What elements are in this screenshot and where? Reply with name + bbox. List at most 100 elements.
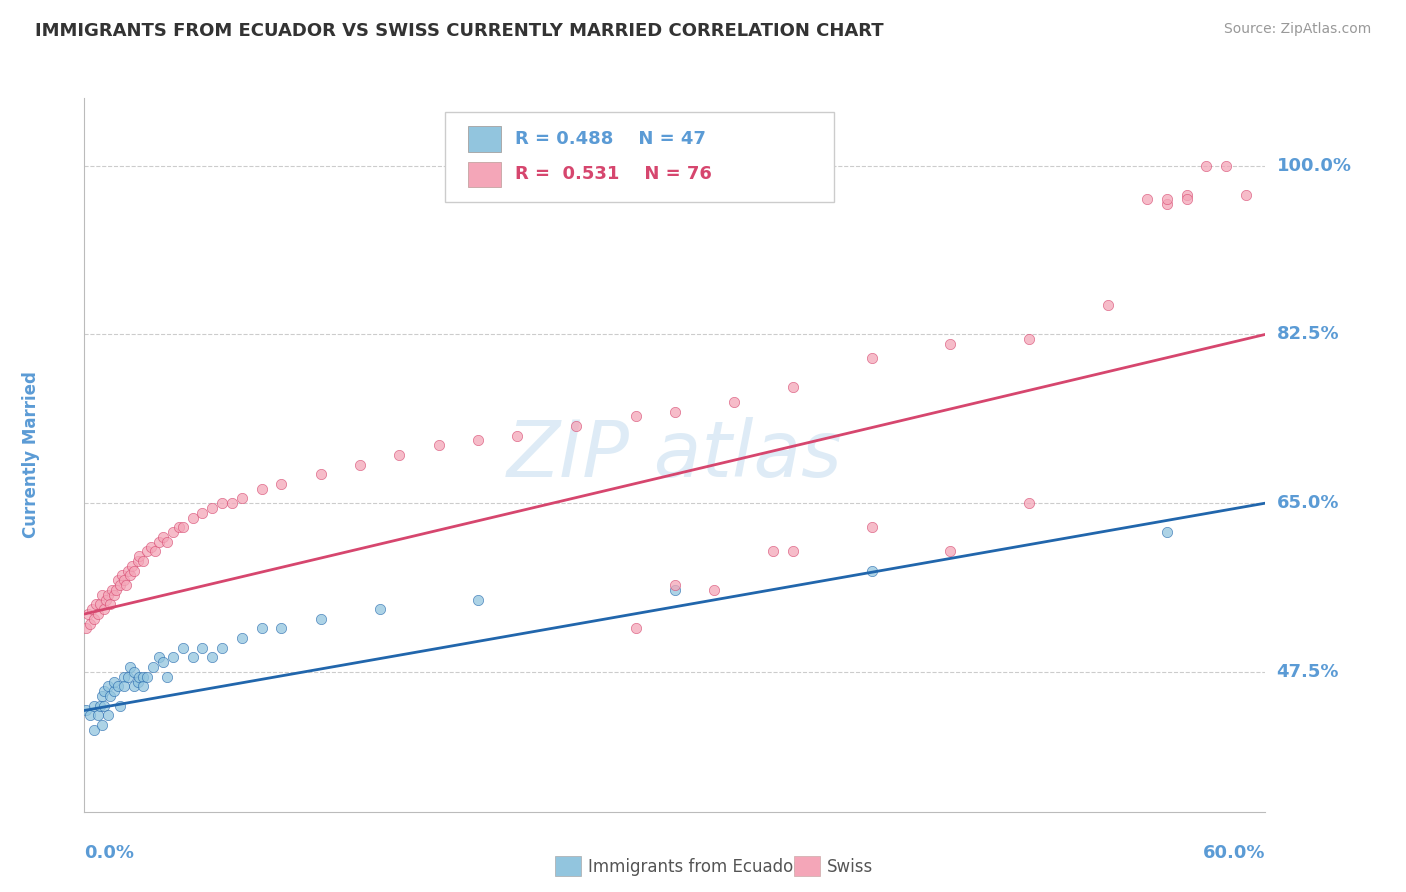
Point [89, 598, 111, 612]
Point [1136, 193, 1159, 207]
Point [664, 582, 686, 597]
Point [201, 650, 224, 665]
Point [1234, 187, 1257, 202]
Point [860, 351, 883, 366]
Point [1018, 332, 1040, 346]
Point [97, 679, 120, 693]
Text: Immigrants from Ecuador: Immigrants from Ecuador [588, 858, 800, 876]
Point [172, 520, 194, 534]
Point [136, 544, 159, 558]
Point [84, 598, 107, 612]
Point [148, 534, 170, 549]
Point [201, 500, 224, 515]
Point [1175, 193, 1198, 207]
Point [211, 496, 233, 510]
Point [939, 337, 962, 351]
Text: 100.0%: 100.0% [1277, 157, 1351, 175]
Text: 47.5%: 47.5% [1277, 663, 1339, 681]
Point [117, 564, 139, 578]
Point [94, 592, 117, 607]
Point [250, 622, 273, 636]
Point [122, 564, 145, 578]
Point [91, 689, 114, 703]
Point [114, 578, 136, 592]
Point [83, 612, 105, 626]
Point [127, 554, 149, 568]
Point [162, 524, 184, 539]
Point [108, 578, 131, 592]
Point [132, 679, 155, 693]
Point [156, 534, 179, 549]
Point [122, 679, 145, 693]
Point [664, 578, 686, 592]
Point [309, 612, 332, 626]
Point [107, 679, 129, 693]
Point [1156, 193, 1178, 207]
Point [82, 602, 104, 616]
Text: ZIP atlas: ZIP atlas [508, 417, 842, 493]
Text: IMMIGRANTS FROM ECUADOR VS SWISS CURRENTLY MARRIED CORRELATION CHART: IMMIGRANTS FROM ECUADOR VS SWISS CURRENT… [35, 22, 884, 40]
Point [624, 409, 647, 424]
Point [1215, 159, 1237, 173]
Point [97, 588, 120, 602]
Point [142, 660, 165, 674]
Point [112, 670, 135, 684]
Point [1097, 298, 1119, 312]
Point [565, 419, 588, 434]
Point [117, 670, 139, 684]
Point [181, 510, 204, 524]
FancyBboxPatch shape [468, 161, 502, 187]
Point [87, 607, 110, 621]
Point [118, 660, 141, 674]
Point [1175, 187, 1198, 202]
Point [128, 670, 150, 684]
Point [97, 708, 120, 723]
Point [75, 622, 97, 636]
Point [368, 602, 391, 616]
Text: Currently Married: Currently Married [22, 371, 41, 539]
Point [128, 549, 150, 564]
Point [703, 582, 725, 597]
Point [107, 574, 129, 588]
Text: Swiss: Swiss [827, 858, 873, 876]
Point [172, 640, 194, 655]
Point [156, 670, 179, 684]
Point [152, 655, 174, 669]
Point [132, 554, 155, 568]
Point [108, 698, 131, 713]
Point [83, 698, 105, 713]
Point [1156, 197, 1178, 211]
Point [143, 544, 166, 558]
Point [111, 568, 134, 582]
Text: R = 0.488    N = 47: R = 0.488 N = 47 [516, 130, 706, 148]
Point [467, 434, 489, 448]
FancyBboxPatch shape [444, 112, 834, 202]
Point [93, 698, 115, 713]
Point [98, 689, 121, 703]
Point [270, 476, 292, 491]
Point [860, 564, 883, 578]
Text: 0.0%: 0.0% [84, 844, 135, 862]
Point [723, 395, 745, 409]
Text: 60.0%: 60.0% [1204, 844, 1265, 862]
Point [83, 723, 105, 737]
Point [221, 496, 243, 510]
Point [191, 506, 214, 520]
Point [93, 684, 115, 698]
Point [98, 598, 121, 612]
Point [167, 520, 190, 534]
Point [191, 640, 214, 655]
Point [103, 684, 125, 698]
Point [132, 670, 155, 684]
Point [103, 588, 125, 602]
Point [152, 530, 174, 544]
Point [118, 568, 141, 582]
Point [211, 640, 233, 655]
Point [1156, 524, 1178, 539]
Point [112, 574, 135, 588]
Point [79, 708, 101, 723]
Point [148, 650, 170, 665]
Text: Source: ZipAtlas.com: Source: ZipAtlas.com [1223, 22, 1371, 37]
Point [103, 674, 125, 689]
Point [939, 544, 962, 558]
